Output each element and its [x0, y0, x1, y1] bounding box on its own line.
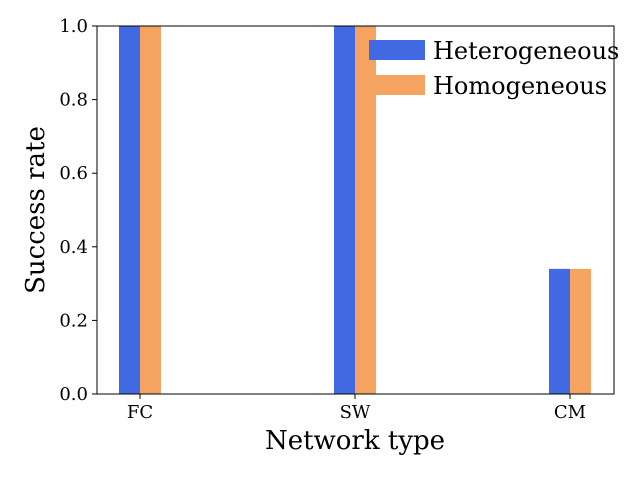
y-tick-label: 0.4 — [59, 237, 88, 258]
y-axis-ticks: 0.0 0.2 0.4 0.6 0.8 1.0 — [59, 16, 97, 405]
bar-homogeneous-cm — [570, 268, 591, 394]
x-tick-label: SW — [340, 402, 371, 423]
legend-swatch-heterogeneous — [369, 40, 425, 60]
bar-homogeneous-sw — [355, 26, 376, 394]
y-tick-label: 1.0 — [59, 16, 88, 37]
legend: Heterogeneous Homogeneous — [369, 37, 619, 100]
legend-label-heterogeneous: Heterogeneous — [433, 37, 619, 65]
bar-heterogeneous-fc — [119, 26, 140, 394]
x-tick-label: CM — [554, 402, 586, 423]
x-tick-label: FC — [127, 402, 153, 423]
y-tick-label: 0.0 — [59, 384, 88, 405]
legend-swatch-homogeneous — [369, 75, 425, 95]
bar-homogeneous-fc — [140, 26, 161, 394]
y-axis-label: Success rate — [21, 126, 51, 294]
x-axis-label: Network type — [265, 426, 445, 456]
y-tick-label: 0.6 — [59, 163, 88, 184]
y-tick-label: 0.8 — [59, 90, 88, 111]
legend-label-homogeneous: Homogeneous — [433, 72, 607, 100]
bars-group — [119, 26, 591, 394]
x-axis-ticks: FC SW CM — [127, 394, 586, 423]
bar-heterogeneous-cm — [549, 268, 570, 394]
y-tick-label: 0.2 — [59, 310, 88, 331]
bar-heterogeneous-sw — [334, 26, 355, 394]
